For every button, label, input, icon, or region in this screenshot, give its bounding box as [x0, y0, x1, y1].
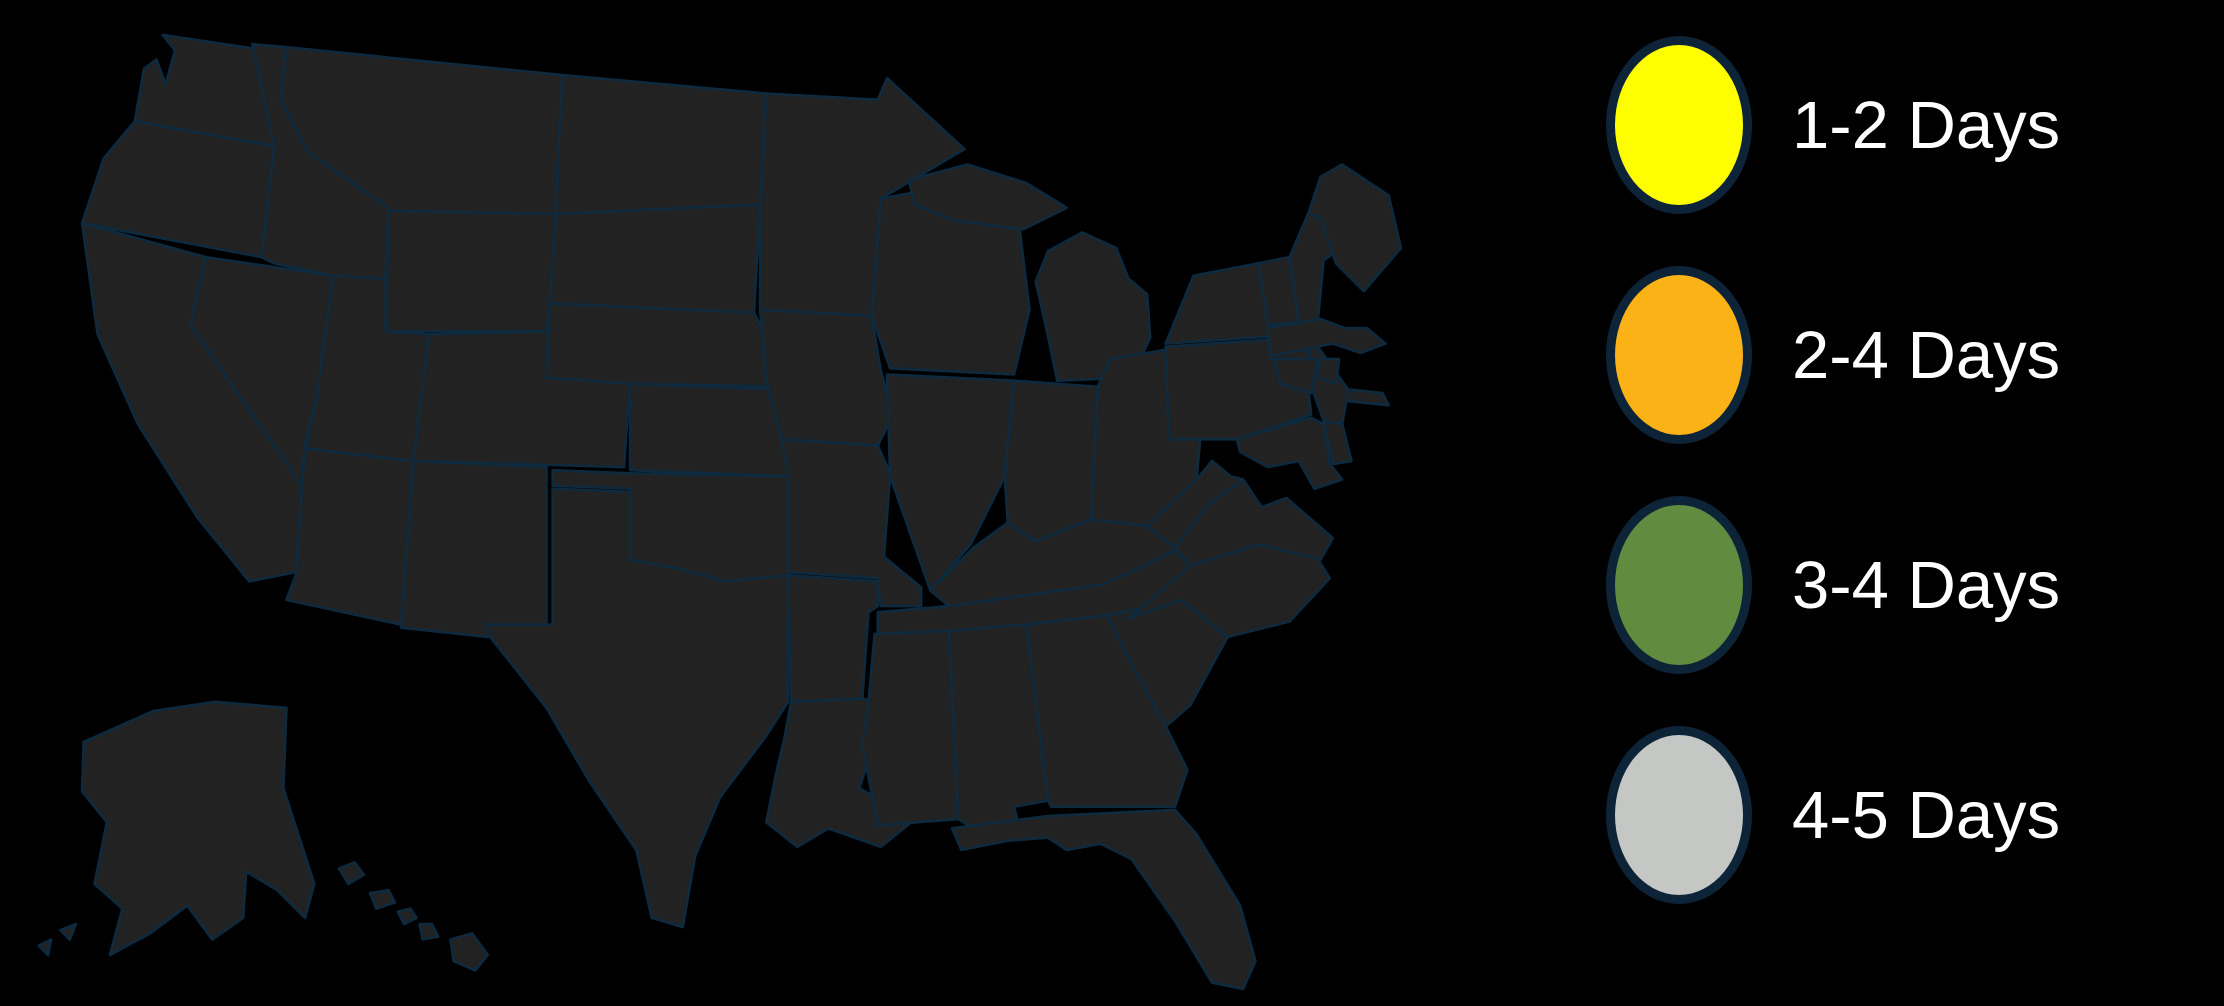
- legend-swatch-4-5-days-icon: [1606, 726, 1752, 904]
- state-md: [1235, 416, 1344, 491]
- state-ct: [1272, 357, 1319, 395]
- state-ms: [860, 629, 960, 827]
- legend-item-4-5-days: 4-5 Days: [1606, 726, 2060, 904]
- state-ma: [1266, 317, 1387, 358]
- state-az: [285, 447, 415, 626]
- state-ne: [545, 302, 796, 389]
- legend-label-2-4-days: 2-4 Days: [1792, 317, 2061, 393]
- legend-swatch-1-2-days-icon: [1606, 36, 1752, 214]
- state-ak: [37, 700, 316, 957]
- state-fl: [950, 808, 1257, 991]
- state-mi: [907, 163, 1152, 382]
- state-nd: [554, 73, 768, 216]
- us-map: [37, 33, 1403, 991]
- state-de: [1322, 419, 1353, 466]
- legend-item-2-4-days: 2-4 Days: [1606, 266, 2060, 444]
- legend-label-4-5-days: 4-5 Days: [1792, 777, 2061, 853]
- legend-item-1-2-days: 1-2 Days: [1606, 36, 2060, 214]
- state-in: [1003, 379, 1099, 543]
- state-me: [1306, 163, 1403, 293]
- state-ar: [786, 573, 880, 704]
- state-wy: [384, 209, 558, 333]
- state-tx: [486, 487, 790, 929]
- legend-label-3-4-days: 3-4 Days: [1792, 547, 2061, 623]
- legend-swatch-2-4-days-icon: [1606, 266, 1752, 444]
- state-hi: [337, 861, 490, 972]
- state-ri: [1316, 357, 1341, 386]
- state-ia: [758, 308, 895, 447]
- state-mo: [780, 438, 923, 608]
- state-wv: [1145, 459, 1245, 549]
- legend-item-3-4-days: 3-4 Days: [1606, 496, 2060, 674]
- legend-label-1-2-days: 1-2 Days: [1792, 87, 2061, 163]
- state-nm: [399, 459, 548, 639]
- legend: 1-2 Days 2-4 Days 3-4 Days 4-5 Days: [1606, 36, 2060, 904]
- state-or: [80, 120, 276, 259]
- state-sd: [548, 203, 762, 315]
- legend-swatch-3-4-days-icon: [1606, 496, 1752, 674]
- states-group: [37, 33, 1403, 991]
